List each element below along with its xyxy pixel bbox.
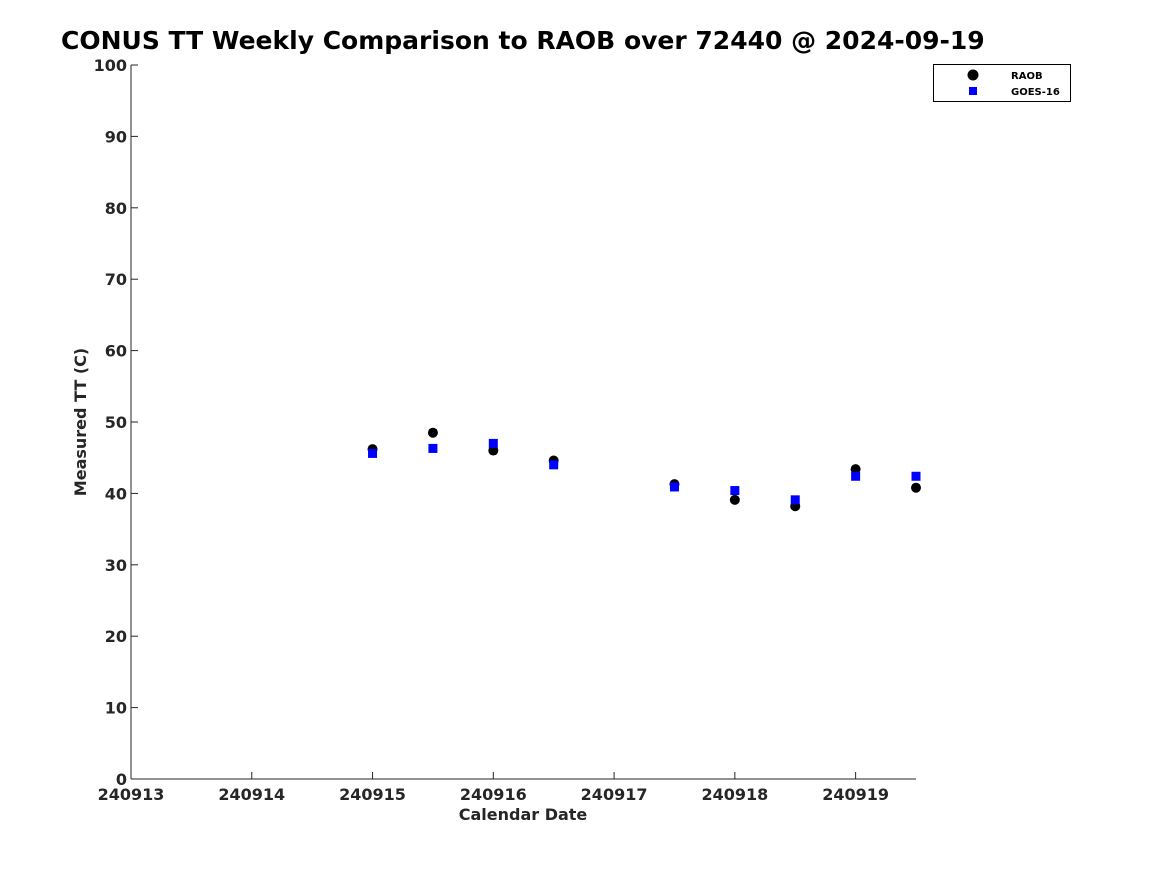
axes bbox=[130, 65, 916, 780]
data-marks bbox=[367, 427, 921, 512]
goes16-point bbox=[851, 471, 861, 481]
y-tick-label: 30 bbox=[105, 556, 127, 575]
x-tick-label: 240915 bbox=[339, 785, 406, 804]
y-tick-label: 0 bbox=[116, 770, 127, 789]
x-axis-label: Calendar Date bbox=[459, 805, 588, 824]
x-tick-label: 240913 bbox=[98, 785, 165, 804]
legend: RAOB GOES-16 bbox=[933, 64, 1071, 102]
goes16-point bbox=[911, 471, 921, 481]
legend-box bbox=[933, 64, 1071, 102]
x-tick-label: 240919 bbox=[822, 785, 889, 804]
goes16-point bbox=[368, 448, 378, 458]
legend-label: GOES-16 bbox=[1011, 87, 1060, 98]
x-tick-label: 240916 bbox=[460, 785, 527, 804]
y-tick-label: 100 bbox=[94, 56, 127, 75]
y-tick-label: 10 bbox=[105, 699, 127, 718]
raob-point bbox=[850, 464, 861, 475]
goes16-point bbox=[428, 443, 438, 453]
legend-goes16-marker bbox=[969, 87, 977, 95]
y-axis-ticks: 0 10 20 30 40 50 60 70 80 90 100 bbox=[94, 56, 138, 789]
goes16-point bbox=[669, 482, 679, 492]
raob-point bbox=[427, 427, 438, 438]
goes16-point bbox=[549, 460, 559, 470]
goes16-point bbox=[730, 486, 740, 496]
chart-title: CONUS TT Weekly Comparison to RAOB over … bbox=[61, 26, 985, 55]
y-tick-label: 40 bbox=[105, 484, 127, 503]
raob-point bbox=[729, 494, 740, 505]
legend-label: RAOB bbox=[1011, 71, 1043, 82]
y-tick-label: 50 bbox=[105, 413, 127, 432]
x-tick-label: 240918 bbox=[701, 785, 768, 804]
y-tick-label: 80 bbox=[105, 199, 127, 218]
x-axis-ticks: 240913 240914 240915 240916 240917 240918 2409… bbox=[98, 772, 889, 804]
raob-point bbox=[911, 482, 921, 493]
y-tick-label: 60 bbox=[105, 342, 127, 361]
x-tick-label: 240917 bbox=[581, 785, 648, 804]
x-tick-label: 240914 bbox=[218, 785, 285, 804]
goes16-point bbox=[790, 495, 800, 505]
y-tick-label: 90 bbox=[105, 127, 127, 146]
raob-point bbox=[488, 445, 499, 456]
y-axis-label: Measured TT (C) bbox=[71, 348, 90, 496]
y-tick-label: 70 bbox=[105, 270, 127, 289]
goes16-point bbox=[488, 438, 498, 448]
y-tick-label: 20 bbox=[105, 627, 127, 646]
legend-raob-marker bbox=[967, 69, 979, 81]
